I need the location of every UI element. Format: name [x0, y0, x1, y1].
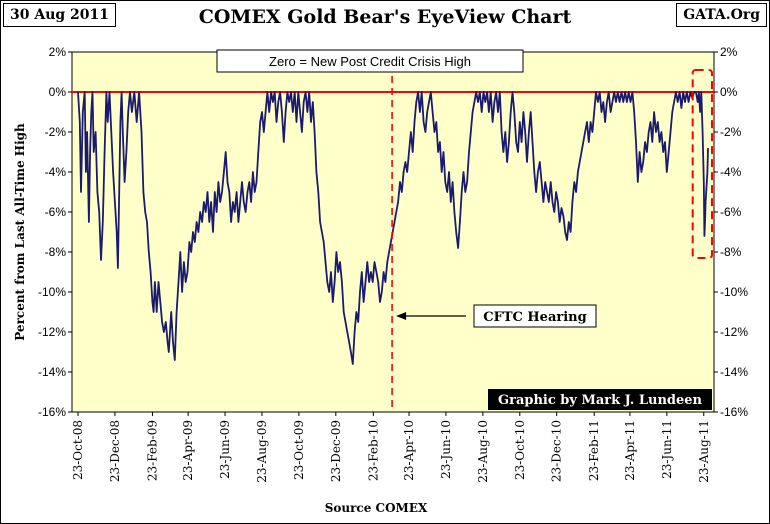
y-axis-right: 2% 0% -2% -4% -6% -8% -10% -12% -14% -16%	[714, 45, 748, 419]
y-tick-label-right: -2%	[720, 125, 742, 139]
x-tick-label: 23-Oct-09	[292, 420, 306, 480]
x-tick-label: 23-Apr-11	[623, 420, 637, 481]
y-tick-label-left: -6%	[45, 205, 67, 219]
credit-label: Graphic by Mark J. Lundeen	[498, 393, 703, 408]
x-tick-label: 23-Jun-09	[218, 420, 232, 479]
y-tick-label-left: -16%	[38, 405, 66, 419]
y-tick-label-left: -10%	[38, 285, 66, 299]
y-tick-label-right: 2%	[720, 45, 738, 59]
x-axis: 23-Oct-08 23-Dec-08 23-Feb-09 23-Apr-09 23-J…	[71, 412, 711, 483]
x-tick-label: 23-Dec-09	[329, 420, 343, 482]
y-axis-title: Percent from Last All-Time High	[13, 123, 27, 341]
y-tick-label-left: -14%	[38, 365, 66, 379]
x-tick-label: 23-Aug-09	[255, 420, 269, 483]
x-tick-label: 23-Dec-08	[108, 420, 122, 482]
source-tag: GATA.Org	[676, 3, 767, 27]
y-tick-label-left: -4%	[45, 165, 67, 179]
y-tick-label-right: -4%	[720, 165, 742, 179]
highlight-box	[691, 69, 713, 259]
y-axis-left: 2% 0% -2% -4% -6% -8% -10% -12% -14% -16%	[38, 45, 72, 419]
y-tick-label-right: -8%	[720, 245, 742, 259]
y-tick-label-right: -6%	[720, 205, 742, 219]
credit-box: Graphic by Mark J. Lundeen	[488, 389, 712, 410]
date-label: 30 Aug 2011	[3, 3, 117, 27]
y-tick-label-left: -8%	[45, 245, 67, 259]
annotation-arrowhead	[396, 312, 407, 320]
y-tick-label-right: -16%	[720, 405, 748, 419]
x-tick-label: 23-Feb-11	[587, 420, 601, 481]
x-tick-label: 23-Jun-11	[660, 420, 674, 479]
x-tick-label: 23-Feb-10	[366, 420, 380, 481]
y-tick-label-left: -2%	[45, 125, 67, 139]
annotation-label: CFTC Hearing	[483, 310, 586, 325]
y-tick-label-left: -12%	[38, 325, 66, 339]
y-tick-label-right: 0%	[720, 85, 738, 99]
series-line	[77, 91, 709, 365]
x-tick-label: 23-Jun-10	[439, 420, 453, 479]
x-tick-label: 23-Aug-11	[697, 420, 711, 483]
x-axis-title: Source COMEX	[325, 501, 428, 515]
annotation: CFTC Hearing	[396, 304, 597, 328]
x-tick-label: 23-Aug-10	[476, 420, 490, 483]
x-tick-label: 23-Feb-09	[145, 420, 159, 481]
chart-title: COMEX Gold Bear's EyeView Chart	[198, 6, 572, 28]
x-tick-label: 23-Apr-10	[402, 420, 416, 481]
x-tick-label: 23-Dec-10	[550, 420, 564, 482]
zero-reference-label: Zero = New Post Credit Crisis High	[269, 54, 471, 69]
x-tick-label: 23-Apr-09	[181, 420, 195, 481]
x-tick-label: 23-Oct-10	[513, 420, 527, 480]
y-tick-label-left: 0%	[49, 85, 67, 99]
y-tick-label-left: 2%	[49, 45, 67, 59]
x-tick-label: 23-Oct-08	[71, 420, 85, 480]
y-tick-label-right: -10%	[720, 285, 748, 299]
y-tick-label-right: -12%	[720, 325, 748, 339]
y-tick-label-right: -14%	[720, 365, 748, 379]
zero-label-box: Zero = New Post Credit Crisis High	[216, 49, 524, 73]
